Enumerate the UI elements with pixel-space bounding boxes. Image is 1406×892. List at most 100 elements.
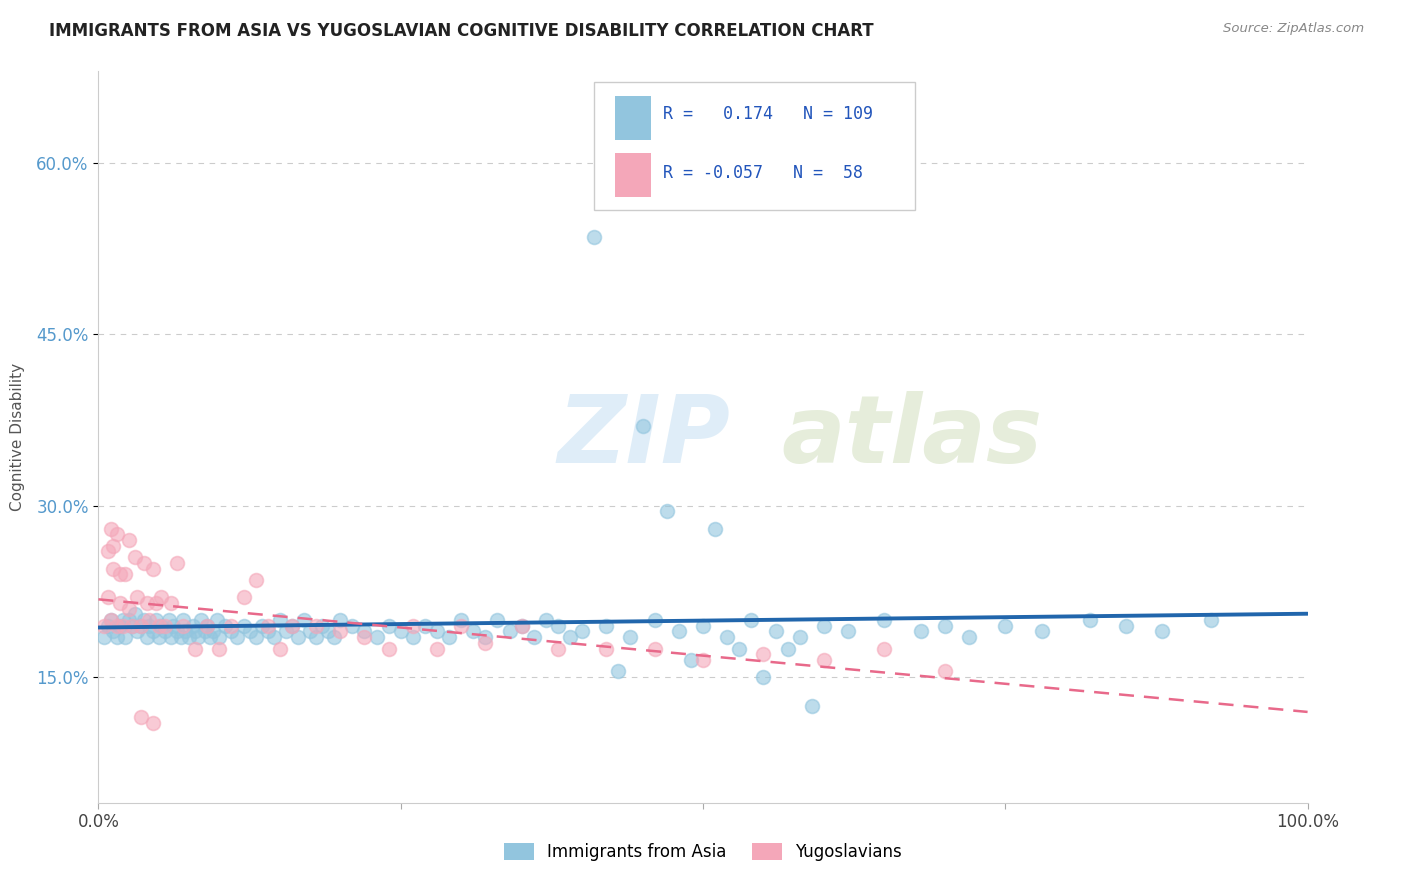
Point: [281, 618, 304, 632]
Point: [1031, 624, 1053, 639]
Point: [534, 613, 557, 627]
Point: [274, 624, 297, 639]
Point: [377, 641, 399, 656]
Point: [205, 613, 228, 627]
Point: [169, 630, 191, 644]
Point: [426, 624, 449, 639]
Point: [389, 624, 412, 639]
Point: [813, 653, 835, 667]
Point: [142, 715, 165, 730]
Point: [486, 613, 509, 627]
Point: [679, 653, 702, 667]
Point: [134, 556, 156, 570]
Point: [142, 561, 165, 575]
Point: [752, 647, 775, 661]
Point: [179, 630, 201, 644]
Point: [195, 618, 218, 632]
Point: [281, 618, 304, 632]
Point: [101, 539, 124, 553]
Text: IMMIGRANTS FROM ASIA VS YUGOSLAVIAN COGNITIVE DISABILITY CORRELATION CHART: IMMIGRANTS FROM ASIA VS YUGOSLAVIAN COGN…: [49, 22, 875, 40]
Point: [256, 624, 278, 639]
FancyBboxPatch shape: [595, 82, 915, 211]
Text: R = -0.057   N =  58: R = -0.057 N = 58: [664, 164, 863, 182]
Point: [934, 618, 956, 632]
Point: [124, 607, 146, 622]
Point: [121, 618, 143, 632]
Point: [287, 630, 309, 644]
Point: [105, 630, 128, 644]
Point: [250, 618, 273, 632]
Point: [108, 618, 131, 632]
Point: [157, 613, 180, 627]
Y-axis label: Cognitive Disability: Cognitive Disability: [10, 363, 25, 511]
Point: [153, 624, 176, 639]
Point: [583, 230, 606, 244]
Point: [166, 624, 188, 639]
Point: [776, 641, 799, 656]
Point: [172, 613, 194, 627]
Point: [329, 624, 352, 639]
Point: [150, 618, 173, 632]
Point: [644, 613, 666, 627]
Point: [607, 665, 630, 679]
Point: [93, 618, 115, 632]
Point: [463, 624, 485, 639]
Text: ZIP: ZIP: [558, 391, 731, 483]
Point: [138, 613, 160, 627]
Point: [292, 613, 315, 627]
Point: [100, 613, 122, 627]
Point: [166, 556, 188, 570]
Point: [97, 590, 120, 604]
Point: [108, 596, 131, 610]
Point: [716, 630, 738, 644]
Text: atlas: atlas: [782, 391, 1043, 483]
Point: [571, 624, 593, 639]
Point: [108, 567, 131, 582]
Point: [728, 641, 751, 656]
Point: [1115, 618, 1137, 632]
Point: [752, 670, 775, 684]
Point: [269, 613, 291, 627]
Point: [118, 613, 141, 627]
Point: [353, 630, 375, 644]
Point: [124, 550, 146, 565]
Bar: [614, 153, 651, 197]
Point: [957, 630, 980, 644]
Legend: Immigrants from Asia, Yugoslavians: Immigrants from Asia, Yugoslavians: [498, 836, 908, 868]
Point: [129, 710, 152, 724]
Point: [631, 418, 654, 433]
Point: [740, 613, 762, 627]
Point: [97, 618, 120, 632]
Point: [93, 630, 115, 644]
Point: [150, 590, 173, 604]
Point: [232, 618, 254, 632]
Point: [127, 590, 149, 604]
Point: [402, 618, 425, 632]
Point: [595, 618, 617, 632]
Point: [765, 624, 787, 639]
Point: [195, 618, 218, 632]
Point: [305, 618, 328, 632]
Point: [329, 613, 352, 627]
Point: [813, 618, 835, 632]
Point: [129, 618, 152, 632]
Point: [172, 618, 194, 632]
Point: [994, 618, 1017, 632]
Point: [245, 630, 267, 644]
Point: [523, 630, 546, 644]
Point: [174, 624, 197, 639]
Point: [316, 624, 339, 639]
Point: [187, 630, 209, 644]
Point: [547, 618, 569, 632]
Point: [162, 618, 184, 632]
Point: [873, 613, 896, 627]
Point: [245, 573, 267, 587]
Point: [342, 618, 364, 632]
Point: [692, 653, 714, 667]
Point: [153, 618, 176, 632]
Point: [1152, 624, 1174, 639]
Point: [160, 596, 183, 610]
Point: [118, 533, 141, 547]
Point: [100, 613, 122, 627]
Bar: [614, 96, 651, 140]
